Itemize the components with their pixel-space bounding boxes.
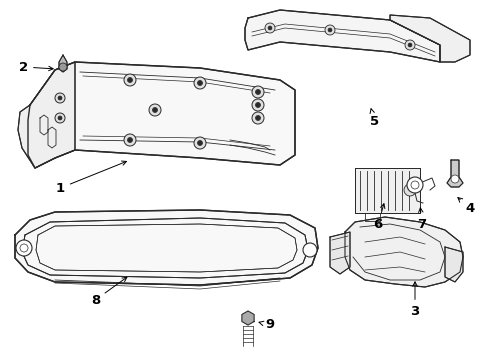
Text: 6: 6 bbox=[373, 204, 384, 231]
Circle shape bbox=[403, 184, 415, 196]
Circle shape bbox=[55, 93, 65, 103]
Polygon shape bbox=[242, 311, 254, 325]
Circle shape bbox=[16, 240, 32, 256]
Polygon shape bbox=[354, 168, 419, 213]
Circle shape bbox=[264, 23, 274, 33]
Text: 5: 5 bbox=[369, 109, 378, 128]
Circle shape bbox=[194, 137, 205, 149]
Polygon shape bbox=[329, 232, 349, 274]
Circle shape bbox=[410, 181, 418, 189]
Polygon shape bbox=[444, 247, 462, 282]
Circle shape bbox=[251, 86, 264, 98]
Polygon shape bbox=[28, 62, 294, 168]
Circle shape bbox=[404, 40, 414, 50]
Circle shape bbox=[20, 244, 28, 252]
Circle shape bbox=[58, 116, 62, 120]
Circle shape bbox=[58, 96, 62, 100]
Circle shape bbox=[303, 243, 316, 257]
Text: 1: 1 bbox=[56, 161, 126, 194]
Polygon shape bbox=[244, 10, 439, 62]
Polygon shape bbox=[18, 62, 75, 168]
Circle shape bbox=[152, 108, 157, 113]
Polygon shape bbox=[446, 160, 462, 187]
Text: 2: 2 bbox=[19, 60, 53, 73]
Circle shape bbox=[59, 63, 67, 71]
Circle shape bbox=[255, 116, 260, 121]
Text: 4: 4 bbox=[457, 198, 473, 215]
Circle shape bbox=[255, 90, 260, 95]
Polygon shape bbox=[59, 55, 67, 72]
Polygon shape bbox=[15, 210, 317, 285]
Circle shape bbox=[327, 28, 331, 32]
Circle shape bbox=[124, 74, 136, 86]
Circle shape bbox=[407, 43, 411, 47]
Circle shape bbox=[194, 77, 205, 89]
Circle shape bbox=[197, 81, 202, 86]
Circle shape bbox=[127, 138, 132, 143]
Circle shape bbox=[450, 175, 458, 183]
Circle shape bbox=[127, 77, 132, 82]
Circle shape bbox=[406, 177, 422, 193]
Polygon shape bbox=[389, 15, 469, 62]
Circle shape bbox=[55, 113, 65, 123]
Circle shape bbox=[251, 99, 264, 111]
Circle shape bbox=[197, 140, 202, 145]
Polygon shape bbox=[345, 217, 462, 287]
Text: 3: 3 bbox=[409, 282, 419, 318]
Text: 9: 9 bbox=[259, 319, 274, 332]
Circle shape bbox=[251, 112, 264, 124]
Circle shape bbox=[124, 134, 136, 146]
Circle shape bbox=[149, 104, 161, 116]
Text: 8: 8 bbox=[91, 277, 126, 306]
Circle shape bbox=[325, 25, 334, 35]
Text: 7: 7 bbox=[417, 208, 426, 231]
Circle shape bbox=[255, 103, 260, 108]
Circle shape bbox=[267, 26, 271, 30]
